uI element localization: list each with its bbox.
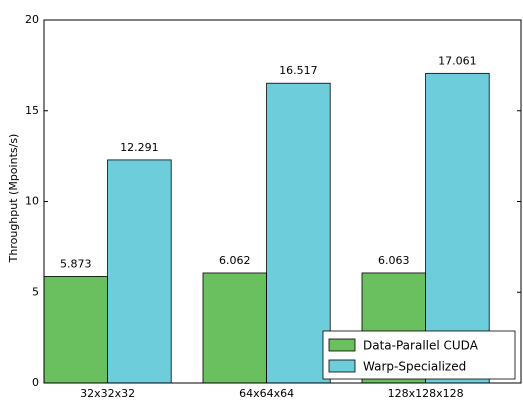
legend-label: Warp-Specialized xyxy=(363,360,466,374)
data-label: 12.291 xyxy=(120,141,159,154)
legend: Data-Parallel CUDA Warp-Specialized xyxy=(322,330,516,380)
y-tick-label: 5 xyxy=(32,285,39,298)
x-tick-label: 64x64x64 xyxy=(239,387,294,400)
data-label: 5.873 xyxy=(60,257,92,270)
y-axis-label: Throughput (Mpoints/s) xyxy=(7,134,20,264)
legend-swatch xyxy=(328,359,356,373)
data-label: 6.062 xyxy=(219,254,251,267)
y-tick-label: 10 xyxy=(25,195,39,208)
data-label: 6.063 xyxy=(378,254,410,267)
bar xyxy=(266,82,331,384)
bar xyxy=(107,159,172,384)
bar xyxy=(43,276,108,384)
plot-frame xyxy=(43,19,522,384)
y-tick-label: 15 xyxy=(25,104,39,117)
y-tick-label: 20 xyxy=(25,13,39,26)
x-tick-label: 128x128x128 xyxy=(388,387,464,400)
legend-label: Data-Parallel CUDA xyxy=(363,339,479,353)
x-tick-label: 32x32x32 xyxy=(80,387,135,400)
y-tick-label: 0 xyxy=(32,376,39,389)
data-label: 17.061 xyxy=(438,54,477,67)
bar xyxy=(202,272,267,384)
legend-swatch xyxy=(328,338,356,352)
data-label: 16.517 xyxy=(279,64,318,77)
